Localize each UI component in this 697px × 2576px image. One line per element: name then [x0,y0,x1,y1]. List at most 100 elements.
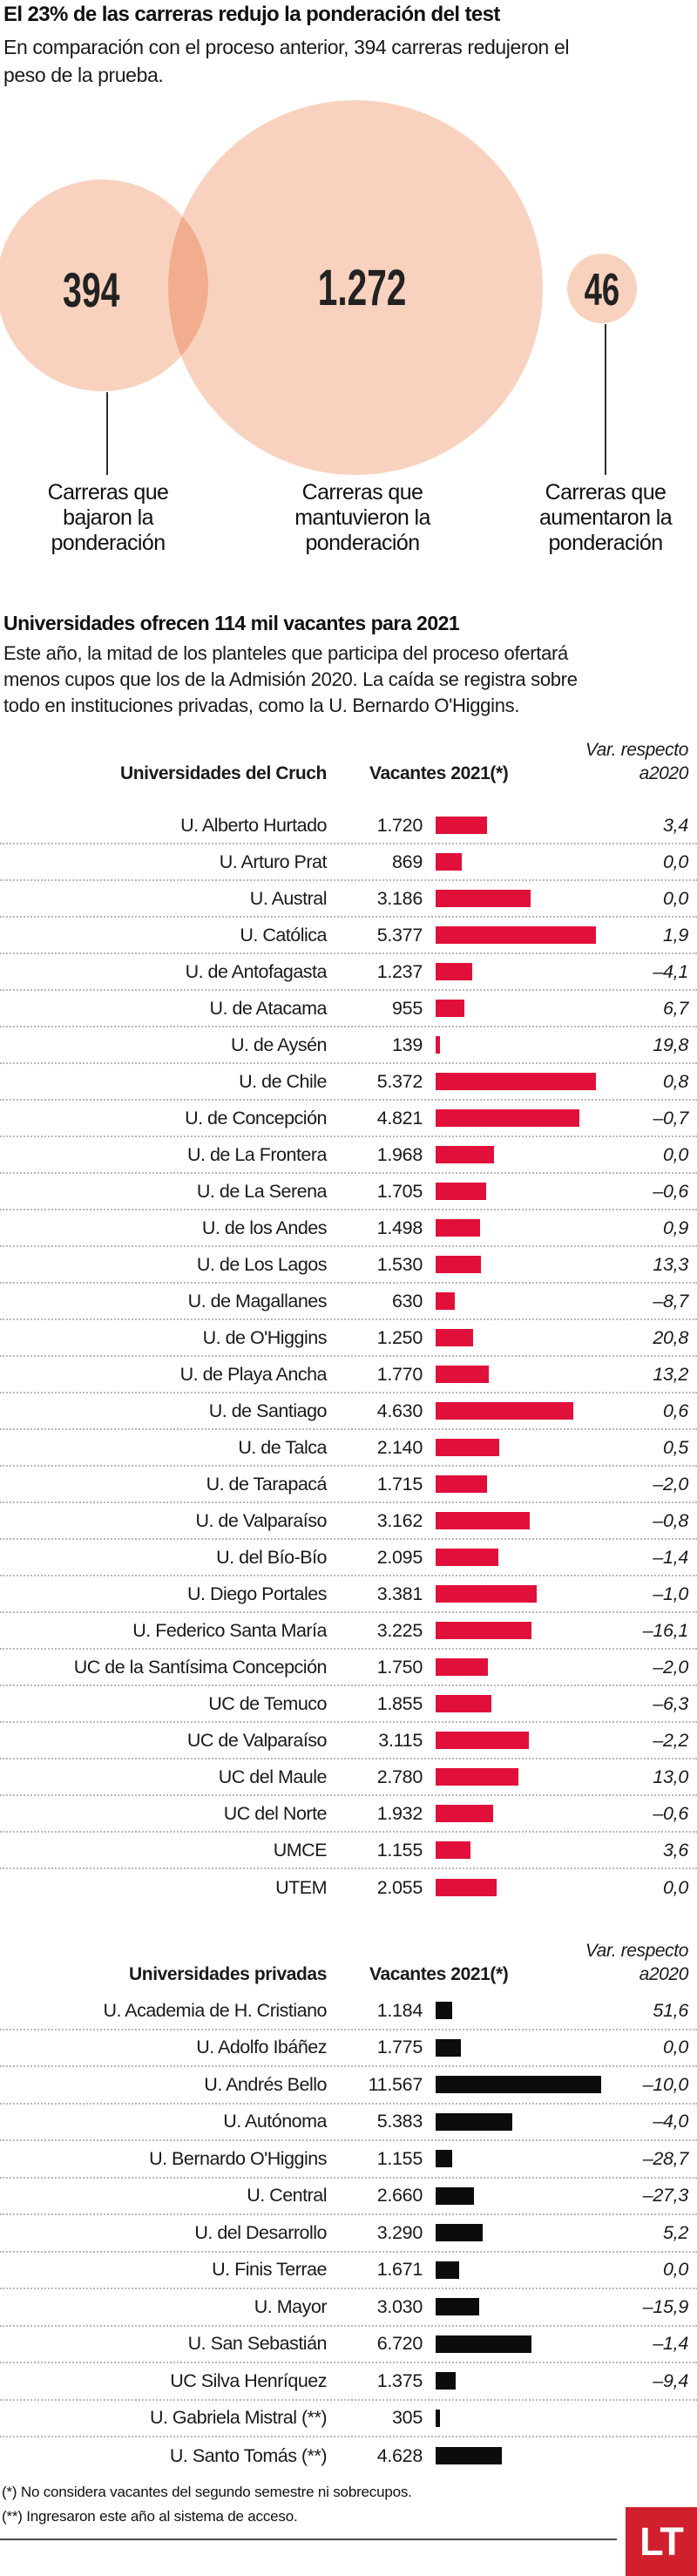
bubble-label-aumentaron: Carreras que aumentaron la ponderación [538,480,673,555]
column-header-vacantes: Vacantes 2021(*) [369,1964,509,1984]
row-bar-cell [423,1585,606,1603]
row-var: 13,0 [653,1766,688,1787]
row-bar [436,2112,513,2131]
row-var: –1,0 [653,1583,688,1604]
row-university: U. Academia de H. Cristiano [103,1999,327,2021]
bubble-label-mantuvieron: Carreras que mantuvieron la ponderación [294,480,430,555]
row-bar-cell [423,2150,606,2168]
row-vacantes: 1.720 [376,814,423,836]
row-university: U. del Desarrollo [194,2221,327,2243]
row-bar-cell [423,1695,606,1712]
row-bar-cell [423,1073,606,1090]
row-university: U. Alberto Hurtado [180,814,327,836]
row-var: –4,0 [653,2111,688,2132]
row-vacantes: 5.372 [376,1070,423,1092]
row-university: UTEM [275,1876,327,1898]
row-vacantes: 3.290 [376,2221,423,2243]
row-bar [436,1439,500,1456]
row-vacantes: 1.932 [376,1802,423,1824]
table-row: U. Católica 5.377 1,9 [0,918,697,954]
row-vacantes: 1.671 [376,2259,423,2281]
row-var: 5,2 [663,2221,688,2243]
footer-divider [0,2539,617,2540]
row-university: U. de La Serena [196,1180,328,1202]
table-row: U. de Atacama 955 6,7 [0,991,697,1027]
row-bar [436,1805,494,1822]
row-bar-cell [423,1000,606,1017]
section2-block: Universidades ofrecen 114 mil vacantes p… [3,612,694,719]
row-bar [436,1329,473,1346]
row-var: 0,5 [663,1436,688,1458]
row-vacantes: 5.383 [376,2111,423,2132]
row-university: U. Santo Tomás (**) [169,2444,328,2466]
row-bar-cell [423,2372,606,2390]
row-university: U. de los Andes [201,1217,328,1238]
row-university: UC de Temuco [208,1692,327,1714]
table-row: U. Santo Tomás (**) 4.628 [0,2437,697,2475]
connector-line-right [605,324,606,475]
row-var: 0,0 [663,1143,688,1165]
row-bar [436,1622,532,1639]
row-university: U. Andrés Bello [204,2073,327,2095]
row-vacantes: 1.498 [376,1217,423,1238]
row-university: U. Diego Portales [187,1583,328,1604]
row-bar [436,1292,455,1310]
row-bar [436,1732,529,1749]
row-var: –1,4 [653,2333,688,2355]
table-row: U. Alberto Hurtado 1.720 3,4 [0,808,697,844]
row-university: UC de Valparaíso [186,1729,328,1751]
table-cruch-header: Var. respecto a2020 Universidades del Cr… [0,736,697,808]
row-var: –27,3 [642,2185,689,2207]
row-bar-cell [423,1366,606,1383]
lt-logo-text: LT [639,2518,684,2564]
row-bar [436,2076,601,2094]
connector-line-left [106,392,108,475]
row-bar-cell [423,853,606,871]
row-university: U. de Tarapacá [206,1473,328,1495]
row-bar-cell [423,2261,606,2279]
row-var: –1,4 [653,1546,688,1568]
table-row: U. de Playa Ancha 1.770 13,2 [0,1357,697,1393]
column-header-var-line2: a2020 [639,1964,689,1984]
row-bar-cell [423,1622,606,1639]
row-var: –2,0 [653,1656,688,1678]
row-vacantes: 305 [392,2407,423,2429]
row-vacantes: 2.055 [376,1876,423,1898]
row-bar-cell [423,2447,606,2465]
table-row: U. Central 2.660 –27,3 [0,2179,697,2215]
row-university: U. Austral [249,887,328,909]
row-bar [436,2186,474,2205]
row-vacantes: 955 [392,997,423,1019]
row-university: UMCE [273,1839,328,1861]
footnotes: (*) No considera vacantes del segundo se… [2,2480,412,2529]
row-university: UC del Maule [218,1766,328,1787]
row-bar [436,2261,460,2279]
column-header-var-line1: Var. respecto [585,1941,689,1961]
row-vacantes: 1.237 [376,960,423,982]
row-bar [436,853,462,871]
table-row: U. Mayor 3.030 –15,9 [0,2289,697,2327]
table-row: U. Gabriela Mistral (**) 305 [0,2401,697,2437]
row-university: U. de Valparaíso [195,1509,327,1531]
row-vacantes: 4.630 [376,1400,423,1421]
table-row: U. de Magallanes 630 –8,7 [0,1284,697,1320]
table-row: UC de Valparaíso 3.115 –2,2 [0,1723,697,1759]
row-bar-cell [423,1512,606,1529]
row-bar-cell [423,1658,606,1676]
row-bar [436,1879,497,1896]
row-bar [436,817,487,834]
row-var: 51,6 [653,1999,688,2021]
page-subtitle-line-2: peso de la prueba. [3,64,164,86]
row-bar [436,1256,482,1273]
row-vacantes: 1.968 [376,1143,423,1165]
row-bar-cell [423,1146,606,1163]
bubble-value-mantuvieron: 1.272 [318,260,407,316]
column-header-universities: Universidades privadas [129,1964,327,1984]
row-university: U. Mayor [254,2295,328,2317]
row-var: –10,0 [642,2073,689,2095]
row-vacantes: 3.381 [376,1583,423,1604]
row-var: 0,0 [663,2037,688,2058]
table-row: UC del Norte 1.932 –0,6 [0,1796,697,1833]
table-row: U. Austral 3.186 0,0 [0,881,697,918]
row-university: UC Silva Henríquez [170,2369,327,2391]
